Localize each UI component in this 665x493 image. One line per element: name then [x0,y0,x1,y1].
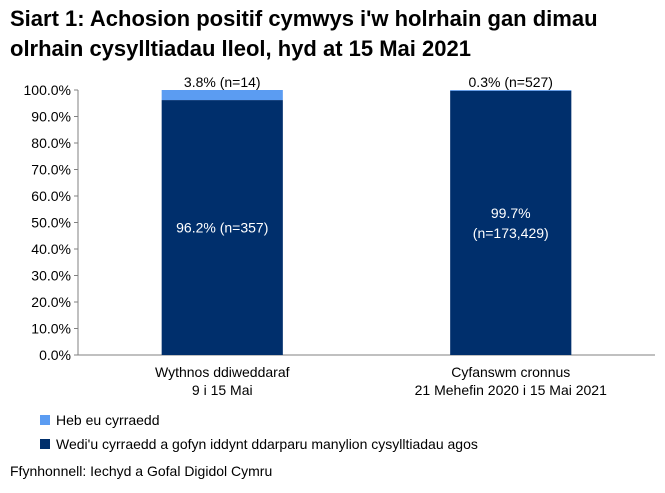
y-tick-label: 100.0% [24,82,71,98]
stacked-bar-chart: 0.0% 10.0% 20.0% 30.0% 40.0% 50.0% 60.0% 70.0% 8… [24,74,655,398]
y-tick-label: 10.0% [31,321,71,337]
data-label: (n=173,429) [473,225,549,241]
data-label: 99.7% [491,205,531,221]
y-tick-label: 0.0% [39,347,71,363]
legend-swatch-not-reached [40,415,50,425]
x-category-label: Cyfanswm cronnus [451,364,570,380]
source-note: Ffynhonnell: Iechyd a Gofal Digidol Cymr… [10,463,273,479]
y-tick-label: 70.0% [31,162,71,178]
bar-segment [450,90,572,356]
legend-swatch-reached [40,439,50,449]
y-tick-label: 30.0% [31,268,71,284]
x-category-label: 21 Mehefin 2020 i 15 Mai 2021 [415,382,607,398]
y-tick-label: 50.0% [31,215,71,231]
chart-title: Siart 1: Achosion positif cymwys i'w hol… [10,6,598,61]
legend-item-not-reached: Heb eu cyrraedd [40,412,160,428]
x-category-label: Wythnos ddiweddaraf [155,364,290,380]
legend-item-reached: Wedi'u cyrraedd a gofyn iddynt ddarparu … [40,436,478,452]
y-tick-label: 90.0% [31,109,71,125]
data-label: 3.8% (n=14) [184,74,261,90]
data-label: 0.3% (n=527) [469,74,553,90]
y-tick-label: 20.0% [31,294,71,310]
legend-label-reached: Wedi'u cyrraedd a gofyn iddynt ddarparu … [56,436,478,452]
y-tick-label: 80.0% [31,135,71,151]
legend-label-not-reached: Heb eu cyrraedd [56,412,160,428]
y-tick-label: 60.0% [31,188,71,204]
data-label: 96.2% (n=357) [176,220,268,236]
bar-segment [161,90,283,101]
y-tick-label: 40.0% [31,241,71,257]
bar-segment [450,90,572,91]
bar-segment [161,100,283,355]
x-category-label: 9 i 15 Mai [192,382,253,398]
